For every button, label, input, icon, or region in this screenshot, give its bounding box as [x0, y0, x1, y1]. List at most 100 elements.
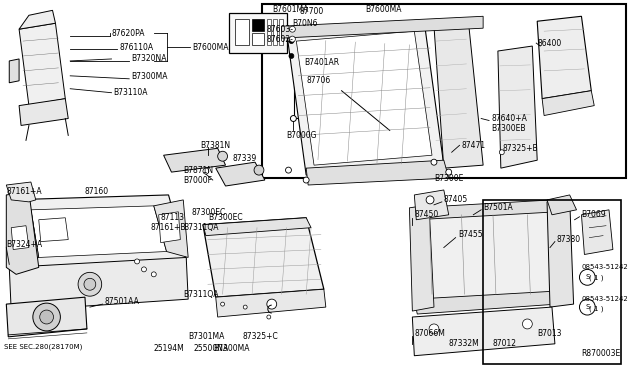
Polygon shape: [296, 31, 432, 165]
Circle shape: [446, 169, 452, 175]
Text: 25500NA: 25500NA: [193, 344, 228, 353]
Polygon shape: [9, 195, 186, 267]
Circle shape: [221, 302, 225, 306]
Text: ( 1 ): ( 1 ): [589, 274, 604, 280]
Circle shape: [289, 54, 294, 58]
Polygon shape: [412, 208, 557, 304]
Text: 08543-51242: 08543-51242: [582, 264, 628, 270]
Polygon shape: [12, 226, 29, 250]
Bar: [273, 19, 276, 45]
Polygon shape: [154, 200, 188, 257]
Bar: [483, 200, 621, 364]
Text: 87620PA: 87620PA: [111, 29, 145, 38]
Circle shape: [40, 310, 54, 324]
Text: 87501AA: 87501AA: [104, 296, 140, 306]
Text: 87706: 87706: [306, 76, 330, 85]
Circle shape: [289, 36, 295, 42]
Text: 87339: 87339: [232, 154, 257, 163]
Text: B7300EC: B7300EC: [208, 213, 243, 222]
Circle shape: [579, 299, 595, 315]
Polygon shape: [31, 206, 166, 257]
Polygon shape: [537, 16, 591, 99]
Text: 87161+A: 87161+A: [6, 187, 42, 196]
Circle shape: [426, 196, 434, 204]
Text: 87602-: 87602-: [267, 35, 294, 44]
Circle shape: [78, 272, 102, 296]
Text: B7000F: B7000F: [183, 176, 212, 185]
Polygon shape: [19, 23, 65, 106]
Text: B7320NA: B7320NA: [131, 54, 166, 64]
Circle shape: [431, 159, 437, 165]
Polygon shape: [203, 218, 311, 235]
Text: B7300EB: B7300EB: [491, 124, 525, 133]
Polygon shape: [414, 190, 449, 220]
Circle shape: [84, 278, 96, 290]
Bar: [262, 4, 626, 178]
Text: B7871N: B7871N: [183, 166, 213, 174]
Text: 87325+B: 87325+B: [503, 144, 538, 153]
Bar: [230, 13, 287, 53]
Circle shape: [267, 315, 271, 319]
Text: 87405: 87405: [444, 195, 468, 204]
Polygon shape: [19, 10, 56, 29]
Text: B7455: B7455: [458, 230, 483, 239]
Text: B7300MA: B7300MA: [212, 344, 249, 353]
Text: 87640+A: 87640+A: [491, 114, 527, 123]
Text: SEE SEC.280(28170M): SEE SEC.280(28170M): [4, 343, 83, 350]
Polygon shape: [414, 291, 557, 314]
Circle shape: [289, 39, 294, 44]
Text: 87300EC: 87300EC: [191, 208, 225, 217]
Polygon shape: [434, 21, 483, 168]
Polygon shape: [216, 289, 326, 317]
Bar: [294, 56, 342, 118]
Polygon shape: [412, 307, 555, 356]
Polygon shape: [19, 99, 68, 125]
Text: 87471: 87471: [461, 141, 486, 150]
Text: B7501A: B7501A: [483, 203, 513, 212]
Circle shape: [203, 168, 209, 174]
Circle shape: [499, 150, 504, 155]
Polygon shape: [309, 66, 329, 86]
Bar: [278, 19, 283, 45]
Text: ( 1 ): ( 1 ): [589, 306, 604, 312]
Text: B7311QA: B7311QA: [183, 290, 219, 299]
Circle shape: [33, 303, 60, 331]
Text: 87066M: 87066M: [414, 329, 445, 339]
Text: B7000G: B7000G: [287, 131, 317, 140]
Polygon shape: [164, 148, 225, 172]
Text: 87113: 87113: [161, 213, 185, 222]
Text: B7311QA: B7311QA: [183, 223, 219, 232]
Text: B7601MA: B7601MA: [273, 5, 309, 14]
Text: B7381N: B7381N: [200, 141, 230, 150]
Polygon shape: [159, 212, 180, 243]
Circle shape: [291, 116, 296, 122]
Text: S: S: [585, 304, 589, 310]
Polygon shape: [39, 218, 68, 241]
Text: 87160: 87160: [85, 187, 109, 196]
Polygon shape: [582, 210, 613, 254]
Text: B7324+A: B7324+A: [6, 240, 42, 249]
Text: B73110A: B73110A: [113, 88, 148, 97]
Polygon shape: [9, 59, 19, 83]
Text: R870003E: R870003E: [582, 349, 621, 358]
Polygon shape: [547, 195, 577, 215]
Text: 87603-: 87603-: [267, 25, 294, 34]
Text: 87325+C: 87325+C: [243, 332, 278, 341]
Text: 87380: 87380: [557, 235, 581, 244]
Polygon shape: [216, 162, 265, 186]
Text: 87332M: 87332M: [449, 339, 479, 348]
Circle shape: [134, 259, 140, 264]
Polygon shape: [410, 205, 434, 311]
Text: B7013: B7013: [537, 329, 562, 339]
Polygon shape: [498, 46, 537, 168]
Text: 87700: 87700: [300, 7, 324, 16]
Text: 87012: 87012: [493, 339, 517, 348]
Circle shape: [285, 167, 291, 173]
Circle shape: [243, 305, 247, 309]
Text: 25194M: 25194M: [154, 344, 184, 353]
Text: B7069: B7069: [582, 210, 606, 219]
Text: S: S: [585, 274, 589, 280]
Circle shape: [429, 324, 439, 334]
Polygon shape: [9, 200, 39, 267]
Polygon shape: [6, 297, 87, 337]
